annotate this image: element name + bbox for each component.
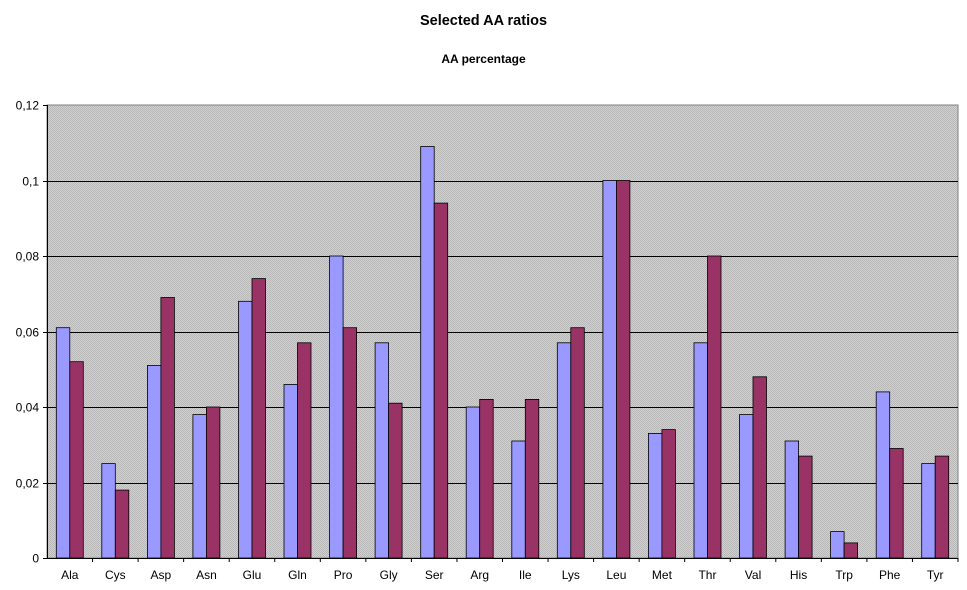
bar-ser-series-1 xyxy=(420,146,435,559)
bar-arg-series-1 xyxy=(465,406,481,559)
x-tick-label: Asn xyxy=(196,568,217,582)
x-tick-label: Pro xyxy=(334,568,353,582)
x-tick-label: Arg xyxy=(470,568,489,582)
bar-thr-series-2 xyxy=(707,255,722,559)
bar-val-series-1 xyxy=(739,414,754,559)
bar-trp-series-2 xyxy=(843,542,858,559)
x-tick-label: Lys xyxy=(562,568,580,582)
bar-pro-series-1 xyxy=(329,255,344,559)
bar-ala-series-2 xyxy=(69,361,84,559)
bar-met-series-1 xyxy=(648,432,663,559)
y-tick-label: 0,02 xyxy=(16,477,40,491)
plot-area xyxy=(46,104,959,559)
x-tick-label: Met xyxy=(652,568,673,582)
bar-leu-series-2 xyxy=(616,180,631,559)
bar-pro-series-2 xyxy=(342,327,358,559)
x-tick-label: Tyr xyxy=(927,568,944,582)
bar-gly-series-1 xyxy=(374,342,390,559)
bar-cys-series-2 xyxy=(114,489,130,559)
bar-ser-series-2 xyxy=(433,202,449,559)
bar-asp-series-2 xyxy=(160,297,175,559)
bar-glu-series-2 xyxy=(251,278,266,559)
x-tick-label: Trp xyxy=(835,568,853,582)
bar-phe-series-1 xyxy=(875,391,891,559)
bar-ile-series-2 xyxy=(524,398,540,559)
y-tick-label: 0,08 xyxy=(16,250,40,264)
y-tick-label: 0,1 xyxy=(22,175,39,189)
bar-leu-series-1 xyxy=(602,180,617,559)
x-tick-labels: Ala Cys Asp Asn Glu Gln Pro Gly Ser Arg Ile Lys Leu M… xyxy=(61,558,959,582)
x-tick-label: Ile xyxy=(519,568,532,582)
y-tick-label: 0,04 xyxy=(16,401,40,415)
axes xyxy=(43,105,958,559)
x-tick-label: Ser xyxy=(425,568,444,582)
x-tick-label: Cys xyxy=(105,568,126,582)
bar-asn-series-2 xyxy=(205,406,221,559)
bars xyxy=(55,146,950,559)
bar-ile-series-1 xyxy=(511,440,526,559)
y-tick-label: 0 xyxy=(32,552,39,566)
x-tick-label: Asp xyxy=(151,568,172,582)
bar-cys-series-1 xyxy=(101,463,116,559)
chart-subtitle: AA percentage xyxy=(441,52,526,66)
bar-lys-series-1 xyxy=(556,342,572,559)
x-tick-label: His xyxy=(790,568,807,582)
bar-ala-series-1 xyxy=(55,327,71,559)
bar-asp-series-1 xyxy=(146,365,162,559)
bar-thr-series-1 xyxy=(693,342,708,559)
y-tick-labels: 0 0,02 0,04 0,06 0,08 0,1 0,12 xyxy=(16,99,40,566)
bar-val-series-2 xyxy=(752,376,767,559)
bar-gln-series-1 xyxy=(283,383,298,559)
bar-phe-series-2 xyxy=(889,448,904,559)
x-tick-label: Val xyxy=(745,568,761,582)
x-tick-label: Phe xyxy=(879,568,901,582)
bar-trp-series-1 xyxy=(830,531,845,559)
x-tick-label: Gly xyxy=(380,568,398,582)
x-tick-label: Leu xyxy=(606,568,626,582)
y-tick-label: 0,06 xyxy=(16,326,40,340)
bar-asn-series-1 xyxy=(192,414,207,559)
y-tick-label: 0,12 xyxy=(16,99,40,113)
bar-glu-series-1 xyxy=(238,300,253,559)
bar-arg-series-2 xyxy=(479,398,494,559)
bar-his-series-1 xyxy=(784,440,799,559)
bar-gln-series-2 xyxy=(297,342,312,559)
bar-gly-series-2 xyxy=(388,402,403,559)
x-tick-label: Gln xyxy=(288,568,307,582)
x-tick-label: Glu xyxy=(243,568,262,582)
chart-title: Selected AA ratios xyxy=(419,13,548,29)
x-tick-label: Ala xyxy=(61,568,79,582)
bar-lys-series-2 xyxy=(570,327,585,559)
bar-met-series-2 xyxy=(661,429,676,559)
bar-tyr-series-1 xyxy=(921,463,936,559)
x-tick-label: Thr xyxy=(698,568,716,582)
bar-tyr-series-2 xyxy=(934,455,950,559)
bar-his-series-2 xyxy=(798,455,813,559)
